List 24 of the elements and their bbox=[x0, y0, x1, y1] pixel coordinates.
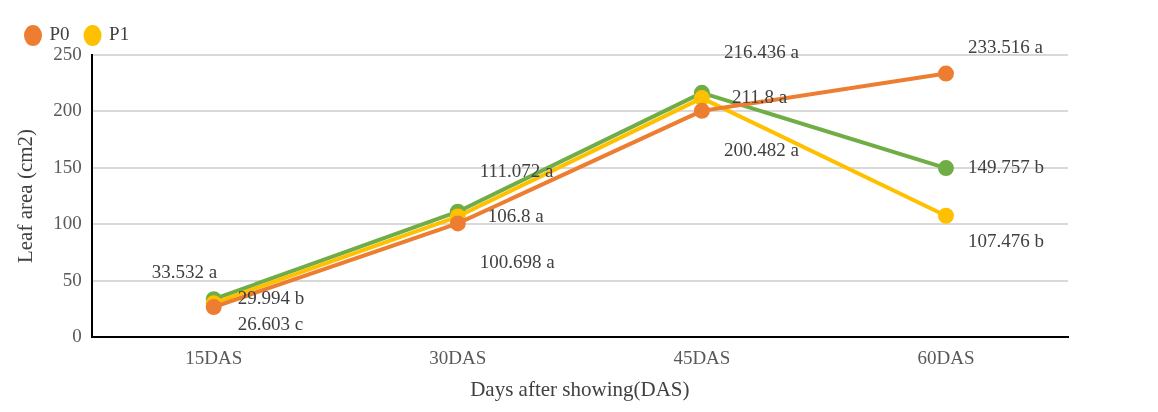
x-tick-label: 60DAS bbox=[917, 347, 975, 369]
legend-label: P1 bbox=[109, 23, 130, 45]
data-label: 106.8 a bbox=[487, 204, 545, 226]
data-label: 33.532 a bbox=[151, 261, 218, 283]
data-label: 26.603 c bbox=[237, 312, 304, 334]
legend-label: P0 bbox=[49, 23, 70, 45]
x-tick-label: 15DAS bbox=[185, 347, 243, 369]
data-label: 216.436 a bbox=[723, 40, 800, 62]
y-tick-label: 100 bbox=[53, 212, 82, 234]
x-axis-title: Days after showing(DAS) bbox=[470, 376, 690, 401]
y-tick-label: 250 bbox=[53, 42, 82, 64]
x-tick-label: 30DAS bbox=[429, 347, 487, 369]
data-label: 200.482 a bbox=[723, 138, 800, 160]
data-label: 107.476 b bbox=[967, 229, 1044, 251]
data-label: 149.757 b bbox=[967, 156, 1044, 178]
x-tick-label: 45DAS bbox=[673, 347, 731, 369]
y-tick-label: 200 bbox=[53, 99, 82, 121]
y-tick-label: 0 bbox=[72, 324, 82, 346]
data-label: 233.516 a bbox=[967, 35, 1044, 57]
y-tick-label: 50 bbox=[62, 268, 82, 290]
y-axis-title: Leaf area (cm2) bbox=[13, 128, 38, 264]
data-label: 29.994 b bbox=[237, 287, 305, 309]
data-label: 100.698 a bbox=[479, 251, 556, 273]
y-tick-label: 150 bbox=[53, 155, 82, 177]
